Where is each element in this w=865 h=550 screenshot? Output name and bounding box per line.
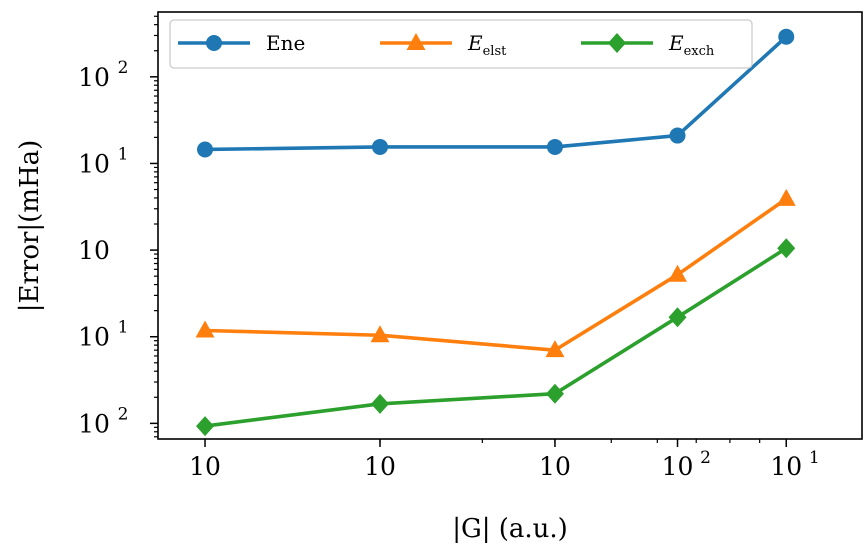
x-tick-label: 10 [189,452,221,481]
data-point [547,139,563,155]
plot-area [158,12,862,439]
y-tick-exponent: 1 [118,144,129,164]
y-tick-label: 10 [78,323,110,352]
y-tick-exponent: 2 [118,404,129,424]
x-tick-exponent: 2 [700,448,711,468]
y-axis-label: |Error|(mHa) [15,140,45,313]
y-tick-label: 10 [78,149,110,178]
x-tick-label: 10 [539,452,571,481]
data-point [670,128,686,144]
y-axis-ticks: 10 2 10 1 10 10 1 10 2 [78,16,158,438]
x-axis-label: |G| (a.u.) [452,514,568,544]
x-axis-ticks: 10 10 10 10 2 10 1 [189,439,820,481]
y-tick-exponent: 2 [118,58,129,78]
legend-box [170,20,752,68]
y-tick-label: 10 [78,409,110,438]
data-point [372,139,388,155]
x-tick-exponent: 1 [809,448,820,468]
legend-label: Ene [266,31,305,55]
x-tick-label: 10 [662,452,694,481]
data-point [197,141,213,157]
y-tick-exponent: 1 [118,318,129,338]
legend-marker [206,35,222,51]
x-tick-label: 10 [770,452,802,481]
legend: Ene Eelst Eexch [170,20,752,68]
y-tick-label: 10 [78,63,110,92]
data-point [778,29,794,45]
y-tick-label: 10 [78,236,110,265]
x-tick-label: 10 [364,452,396,481]
